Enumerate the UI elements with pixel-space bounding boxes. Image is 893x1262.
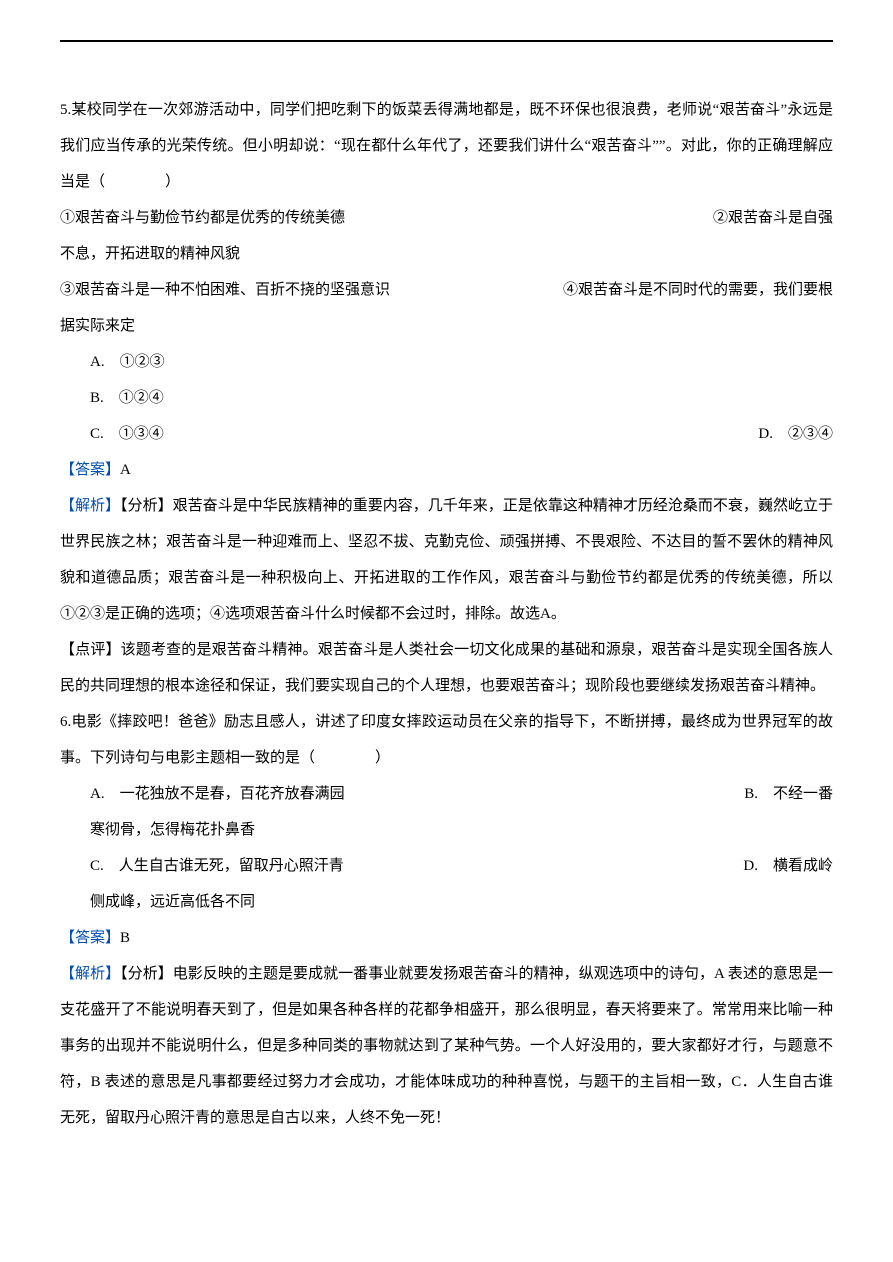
q6-option-d: D. 横看成岭 [743,848,833,884]
q6-option-ab: A. 一花独放不是春，百花齐放春满园 B. 不经一番 [90,776,833,812]
q5-stmt1-left: ①艰苦奋斗与勤俭节约都是优秀的传统美德 [60,200,345,236]
q6-option-b: B. 不经一番 [744,776,833,812]
analysis-label: 【解析】 [60,966,120,982]
q6-analysis: 【解析】【分析】电影反映的主题是要成就一番事业就要发扬艰苦奋斗的精神，纵观选项中… [60,956,833,1136]
q5-option-c: C. ①③④ [90,416,164,452]
q6-answer-value: B [120,930,130,946]
q5-analysis: 【解析】【分析】艰苦奋斗是中华民族精神的重要内容，几千年来，正是依靠这种精神才历… [60,488,833,632]
q6-analysis-body: 【分析】电影反映的主题是要成就一番事业就要发扬艰苦奋斗的精神，纵观选项中的诗句，… [60,966,833,1126]
q5-option-cd: C. ①③④ D. ②③④ [90,416,833,452]
q5-stmt1-cont: 不息，开拓进取的精神风貌 [60,236,833,272]
q5-stem: 5.某校同学在一次郊游活动中，同学们把吃剩下的饭菜丢得满地都是，既不环保也很浪费… [60,92,833,200]
q5-option-b: B. ①②④ [90,380,833,416]
q5-comment: 【点评】该题考查的是艰苦奋斗精神。艰苦奋斗是人类社会一切文化成果的基础和源泉，艰… [60,632,833,704]
top-rule [60,40,833,42]
q5-answer: 【答案】A [60,452,833,488]
page-content: 5.某校同学在一次郊游活动中，同学们把吃剩下的饭菜丢得满地都是，既不环保也很浪费… [60,92,833,1136]
q6-options: A. 一花独放不是春，百花齐放春满园 B. 不经一番 寒彻骨，怎得梅花扑鼻香 C… [60,776,833,920]
answer-label: 【答案】 [60,462,120,478]
q6-answer: 【答案】B [60,920,833,956]
q5-option-d: D. ②③④ [758,416,833,452]
q5-analysis-body: 【分析】艰苦奋斗是中华民族精神的重要内容，几千年来，正是依靠这种精神才历经沧桑而… [60,498,833,622]
q5-stmt1: ①艰苦奋斗与勤俭节约都是优秀的传统美德 ②艰苦奋斗是自强 [60,200,833,236]
q5-stmt2-right: ④艰苦奋斗是不同时代的需要，我们要根 [563,272,833,308]
q5-answer-value: A [120,462,131,478]
q6-option-b-cont: 寒彻骨，怎得梅花扑鼻香 [90,812,833,848]
q6-option-d-cont: 侧成峰，远近高低各不同 [90,884,833,920]
answer-label: 【答案】 [60,930,120,946]
q5-stmt1-right: ②艰苦奋斗是自强 [713,200,833,236]
q6-stem: 6.电影《摔跤吧！爸爸》励志且感人，讲述了印度女摔跤运动员在父亲的指导下，不断拼… [60,704,833,776]
q5-stmt2: ③艰苦奋斗是一种不怕困难、百折不挠的坚强意识 ④艰苦奋斗是不同时代的需要，我们要… [60,272,833,308]
q5-stmt2-cont: 据实际来定 [60,308,833,344]
q6-option-a: A. 一花独放不是春，百花齐放春满园 [90,776,345,812]
q5-options: A. ①②③ B. ①②④ C. ①③④ D. ②③④ [60,344,833,452]
q6-option-c: C. 人生自古谁无死，留取丹心照汗青 [90,848,344,884]
q5-stmt2-left: ③艰苦奋斗是一种不怕困难、百折不挠的坚强意识 [60,272,390,308]
q6-option-cd: C. 人生自古谁无死，留取丹心照汗青 D. 横看成岭 [90,848,833,884]
analysis-label: 【解析】 [60,498,120,514]
q5-option-a: A. ①②③ [90,344,833,380]
